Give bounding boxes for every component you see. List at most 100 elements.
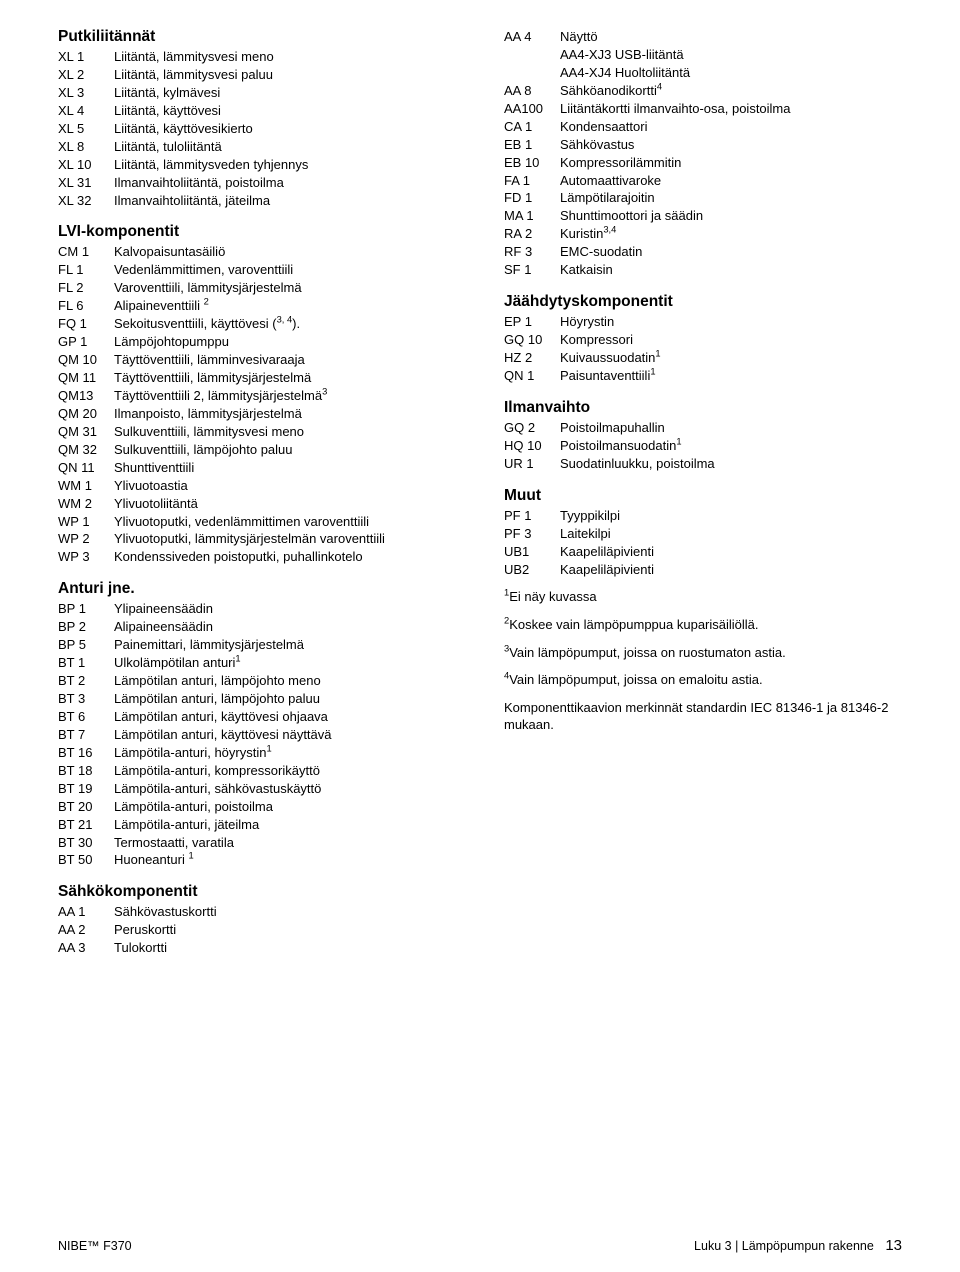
item-description: Höyrystin bbox=[560, 313, 902, 331]
item-code: GQ 2 bbox=[504, 419, 560, 437]
item-description: Vedenlämmittimen, varoventtiili bbox=[114, 261, 456, 279]
list-item: WM 2Ylivuotoliitäntä bbox=[58, 495, 456, 513]
item-code: XL 5 bbox=[58, 120, 114, 138]
list-item: AA100Liitäntäkortti ilmanvaihto-osa, poi… bbox=[504, 100, 902, 118]
item-description: Termostaatti, varatila bbox=[114, 834, 456, 852]
item-description: Täyttöventtiili, lämmitysjärjestelmä bbox=[114, 369, 456, 387]
list-item: BT 19Lämpötila-anturi, sähkövastuskäyttö bbox=[58, 780, 456, 798]
item-description: Suodatinluukku, poistoilma bbox=[560, 455, 902, 473]
item-description: Sekoitusventtiili, käyttövesi (3, 4). bbox=[114, 315, 456, 333]
item-code: XL 3 bbox=[58, 84, 114, 102]
list-item: UR 1Suodatinluukku, poistoilma bbox=[504, 455, 902, 473]
section-title: Ilmanvaihto bbox=[504, 399, 902, 417]
section-title: LVI-komponentit bbox=[58, 223, 456, 241]
item-description: Täyttöventtiili 2, lämmitysjärjestelmä3 bbox=[114, 387, 456, 405]
item-description: Ulkolämpötilan anturi1 bbox=[114, 654, 456, 672]
list-item: HZ 2Kuivaussuodatin1 bbox=[504, 349, 902, 367]
item-code: AA100 bbox=[504, 100, 560, 118]
left-column: Putkiliitännät XL 1Liitäntä, lämmitysves… bbox=[58, 28, 456, 957]
item-description: Täyttöventtiili, lämminvesivaraaja bbox=[114, 351, 456, 369]
footer-left: NIBE™ F370 bbox=[58, 1239, 132, 1253]
item-description: Sähköanodikortti4 bbox=[560, 82, 902, 100]
list-item: XL 4Liitäntä, käyttövesi bbox=[58, 102, 456, 120]
item-code: QM 31 bbox=[58, 423, 114, 441]
list-item: BP 2Alipaineensäädin bbox=[58, 618, 456, 636]
list-item: FA 1Automaattivaroke bbox=[504, 172, 902, 190]
list-item: BP 1Ylipaineensäädin bbox=[58, 600, 456, 618]
list-item: BT 30Termostaatti, varatila bbox=[58, 834, 456, 852]
list-item: FQ 1Sekoitusventtiili, käyttövesi (3, 4)… bbox=[58, 315, 456, 333]
list-item: QN 1Paisuntaventtiili1 bbox=[504, 367, 902, 385]
item-description: Ilmanpoisto, lämmitysjärjestelmä bbox=[114, 405, 456, 423]
content-columns: Putkiliitännät XL 1Liitäntä, lämmitysves… bbox=[58, 28, 902, 957]
list-item: AA 3Tulokortti bbox=[58, 939, 456, 957]
section-rows: CM 1KalvopaisuntasäiliöFL 1Vedenlämmitti… bbox=[58, 243, 456, 566]
list-item: XL 5Liitäntä, käyttövesikierto bbox=[58, 120, 456, 138]
page-footer: NIBE™ F370 Luku 3 | Lämpöpumpun rakenne … bbox=[58, 1237, 902, 1254]
list-item: XL 31Ilmanvaihtoliitäntä, poistoilma bbox=[58, 174, 456, 192]
item-code: GP 1 bbox=[58, 333, 114, 351]
item-description: Sähkövastus bbox=[560, 136, 902, 154]
item-code: BP 5 bbox=[58, 636, 114, 654]
item-code: FL 1 bbox=[58, 261, 114, 279]
item-description: Lämpötilan anturi, lämpöjohto paluu bbox=[114, 690, 456, 708]
item-code: QM13 bbox=[58, 387, 114, 405]
item-code: XL 32 bbox=[58, 192, 114, 210]
item-description: Varoventtiili, lämmitysjärjestelmä bbox=[114, 279, 456, 297]
item-description: Kondenssiveden poistoputki, puhallinkote… bbox=[114, 548, 456, 566]
item-description: Sulkuventtiili, lämpöjohto paluu bbox=[114, 441, 456, 459]
item-code: BT 7 bbox=[58, 726, 114, 744]
section-title: Muut bbox=[504, 487, 902, 505]
item-description: Kalvopaisuntasäiliö bbox=[114, 243, 456, 261]
section-rows: AA 8Sähköanodikortti4AA100Liitäntäkortti… bbox=[504, 82, 902, 279]
item-description: Näyttö bbox=[560, 28, 902, 46]
list-item: QM 32Sulkuventtiili, lämpöjohto paluu bbox=[58, 441, 456, 459]
item-description: Ylivuotoliitäntä bbox=[114, 495, 456, 513]
item-code: SF 1 bbox=[504, 261, 560, 279]
section-title: Sähkökomponentit bbox=[58, 883, 456, 901]
list-item: XL 10Liitäntä, lämmitysveden tyhjennys bbox=[58, 156, 456, 174]
item-description: Lämpötila-anturi, poistoilma bbox=[114, 798, 456, 816]
list-item: QN 11Shunttiventtiili bbox=[58, 459, 456, 477]
item-code: XL 1 bbox=[58, 48, 114, 66]
list-item: PF 1Tyyppikilpi bbox=[504, 507, 902, 525]
list-item: AA 1Sähkövastuskortti bbox=[58, 903, 456, 921]
section-rows: AA 1SähkövastuskorttiAA 2PeruskorttiAA 3… bbox=[58, 903, 456, 957]
sub-item: AA4-XJ4 Huoltoliitäntä bbox=[560, 64, 902, 82]
list-item: EB 10Kompressorilämmitin bbox=[504, 154, 902, 172]
section-title: Jäähdytyskomponentit bbox=[504, 293, 902, 311]
list-item: BT 50Huoneanturi 1 bbox=[58, 851, 456, 869]
list-item: QM 11Täyttöventtiili, lämmitysjärjestelm… bbox=[58, 369, 456, 387]
item-code: FL 6 bbox=[58, 297, 114, 315]
item-description: Lämpötilan anturi, käyttövesi ohjaava bbox=[114, 708, 456, 726]
list-item: SF 1Katkaisin bbox=[504, 261, 902, 279]
item-code: BP 1 bbox=[58, 600, 114, 618]
item-description: Tyyppikilpi bbox=[560, 507, 902, 525]
item-description: Ylivuotoputki, vedenlämmittimen varovent… bbox=[114, 513, 456, 531]
section-title: Anturi jne. bbox=[58, 580, 456, 598]
list-item: XL 32Ilmanvaihtoliitäntä, jäteilma bbox=[58, 192, 456, 210]
footer-section: | Lämpöpumpun rakenne bbox=[735, 1239, 874, 1253]
item-description: Poistoilmansuodatin1 bbox=[560, 437, 902, 455]
item-code: WM 1 bbox=[58, 477, 114, 495]
footer-page-number: 13 bbox=[885, 1237, 902, 1254]
item-code: BT 3 bbox=[58, 690, 114, 708]
section-rows: GQ 2PoistoilmapuhallinHQ 10Poistoilmansu… bbox=[504, 419, 902, 473]
item-code: FL 2 bbox=[58, 279, 114, 297]
footnote: 4Vain lämpöpumput, joissa on emaloitu as… bbox=[504, 671, 902, 689]
item-description: Ylipaineensäädin bbox=[114, 600, 456, 618]
item-description: Liitäntä, käyttövesikierto bbox=[114, 120, 456, 138]
item-code: CM 1 bbox=[58, 243, 114, 261]
item-description: Ilmanvaihtoliitäntä, poistoilma bbox=[114, 174, 456, 192]
list-item: AA 2Peruskortti bbox=[58, 921, 456, 939]
item-description: Lämpötila-anturi, höyrystin1 bbox=[114, 744, 456, 762]
item-code: BT 6 bbox=[58, 708, 114, 726]
list-item: BT 2Lämpötilan anturi, lämpöjohto meno bbox=[58, 672, 456, 690]
right-column: AA 4Näyttö AA4-XJ3 USB-liitäntäAA4-XJ4 H… bbox=[504, 28, 902, 957]
item-code: BT 16 bbox=[58, 744, 114, 762]
list-item: BT 18Lämpötila-anturi, kompressorikäyttö bbox=[58, 762, 456, 780]
item-description: Lämpötila-anturi, jäteilma bbox=[114, 816, 456, 834]
item-description: Liitäntä, tuloliitäntä bbox=[114, 138, 456, 156]
item-description: Kuristin3,4 bbox=[560, 225, 902, 243]
item-code: BT 18 bbox=[58, 762, 114, 780]
